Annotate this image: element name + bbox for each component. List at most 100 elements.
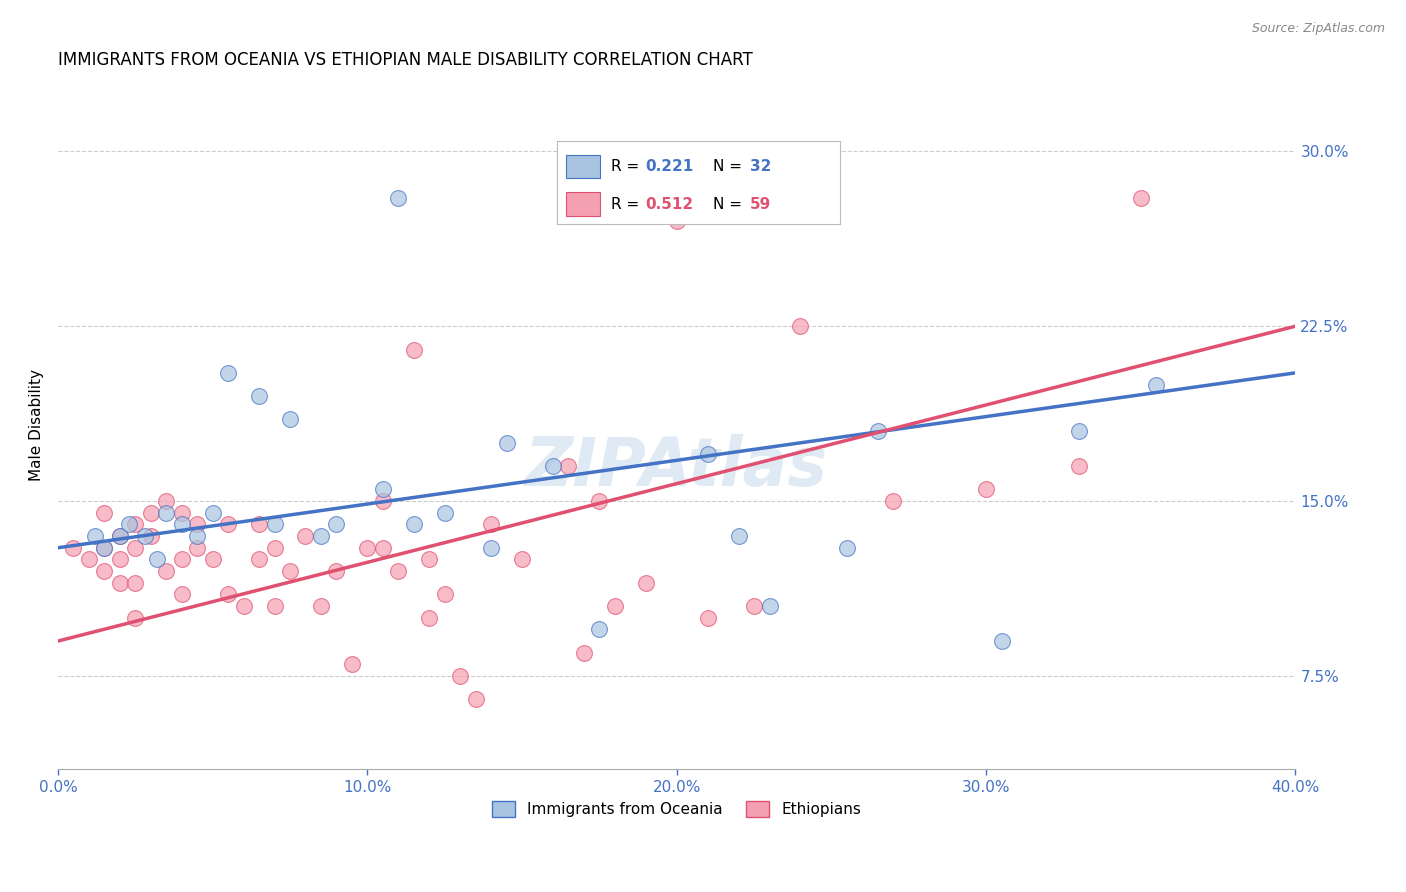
Text: 59: 59: [749, 196, 770, 211]
Point: [170, 552, 193, 566]
Point: [835, 541, 858, 555]
Text: R =: R =: [612, 159, 644, 174]
Text: R =: R =: [612, 196, 644, 211]
Point: [118, 517, 141, 532]
Point: [603, 599, 626, 613]
Point: [371, 483, 394, 497]
Point: [155, 564, 177, 578]
Point: [1144, 377, 1167, 392]
Point: [866, 424, 889, 438]
Text: N =: N =: [713, 159, 747, 174]
Point: [1129, 191, 1152, 205]
Point: [340, 657, 363, 672]
Point: [990, 634, 1012, 648]
Point: [371, 494, 394, 508]
Point: [201, 506, 224, 520]
Point: [93, 541, 115, 555]
Point: [433, 506, 456, 520]
Point: [696, 611, 718, 625]
Point: [201, 552, 224, 566]
Text: Source: ZipAtlas.com: Source: ZipAtlas.com: [1251, 22, 1385, 36]
Point: [247, 389, 270, 403]
Bar: [565, 193, 599, 216]
Point: [278, 412, 301, 426]
Point: [325, 517, 347, 532]
Point: [387, 191, 409, 205]
Point: [155, 506, 177, 520]
Point: [510, 552, 533, 566]
Point: [186, 529, 208, 543]
Point: [974, 483, 997, 497]
Point: [309, 599, 332, 613]
Point: [108, 529, 131, 543]
Point: [170, 517, 193, 532]
Point: [93, 564, 115, 578]
Point: [433, 587, 456, 601]
Point: [495, 435, 517, 450]
Point: [186, 517, 208, 532]
Bar: [565, 154, 599, 178]
Point: [1067, 459, 1090, 474]
Point: [247, 552, 270, 566]
Point: [278, 564, 301, 578]
Point: [356, 541, 378, 555]
Point: [93, 506, 115, 520]
Point: [217, 366, 239, 380]
Point: [124, 575, 146, 590]
Point: [108, 529, 131, 543]
Point: [696, 448, 718, 462]
Point: [232, 599, 254, 613]
Text: IMMIGRANTS FROM OCEANIA VS ETHIOPIAN MALE DISABILITY CORRELATION CHART: IMMIGRANTS FROM OCEANIA VS ETHIOPIAN MAL…: [58, 51, 752, 69]
Point: [124, 541, 146, 555]
Point: [479, 517, 502, 532]
Point: [93, 541, 115, 555]
Point: [139, 506, 162, 520]
Point: [217, 587, 239, 601]
Point: [479, 541, 502, 555]
Point: [108, 575, 131, 590]
Point: [263, 599, 285, 613]
Point: [464, 692, 486, 706]
Point: [124, 611, 146, 625]
Point: [124, 517, 146, 532]
Point: [146, 552, 169, 566]
Text: 0.221: 0.221: [645, 159, 693, 174]
Point: [77, 552, 100, 566]
Point: [588, 494, 610, 508]
Point: [665, 214, 688, 228]
Point: [170, 587, 193, 601]
Point: [309, 529, 332, 543]
Text: 0.512: 0.512: [645, 196, 693, 211]
Y-axis label: Male Disability: Male Disability: [30, 369, 44, 482]
Point: [758, 599, 780, 613]
Point: [84, 529, 107, 543]
Point: [418, 611, 440, 625]
Point: [294, 529, 316, 543]
Legend: Immigrants from Oceania, Ethiopians: Immigrants from Oceania, Ethiopians: [486, 796, 868, 823]
Point: [62, 541, 84, 555]
Point: [325, 564, 347, 578]
Point: [588, 623, 610, 637]
Point: [1067, 424, 1090, 438]
Point: [217, 517, 239, 532]
Point: [572, 646, 595, 660]
Point: [155, 494, 177, 508]
Point: [789, 319, 811, 334]
Text: 32: 32: [749, 159, 770, 174]
Point: [418, 552, 440, 566]
Text: ZIPAtlas: ZIPAtlas: [526, 434, 828, 500]
Point: [170, 506, 193, 520]
Text: N =: N =: [713, 196, 747, 211]
Point: [882, 494, 904, 508]
Point: [449, 669, 471, 683]
Point: [134, 529, 156, 543]
Point: [402, 517, 425, 532]
Point: [402, 343, 425, 357]
Point: [139, 529, 162, 543]
Point: [263, 541, 285, 555]
Point: [541, 459, 564, 474]
Point: [371, 541, 394, 555]
Point: [387, 564, 409, 578]
Point: [557, 459, 579, 474]
Point: [108, 552, 131, 566]
